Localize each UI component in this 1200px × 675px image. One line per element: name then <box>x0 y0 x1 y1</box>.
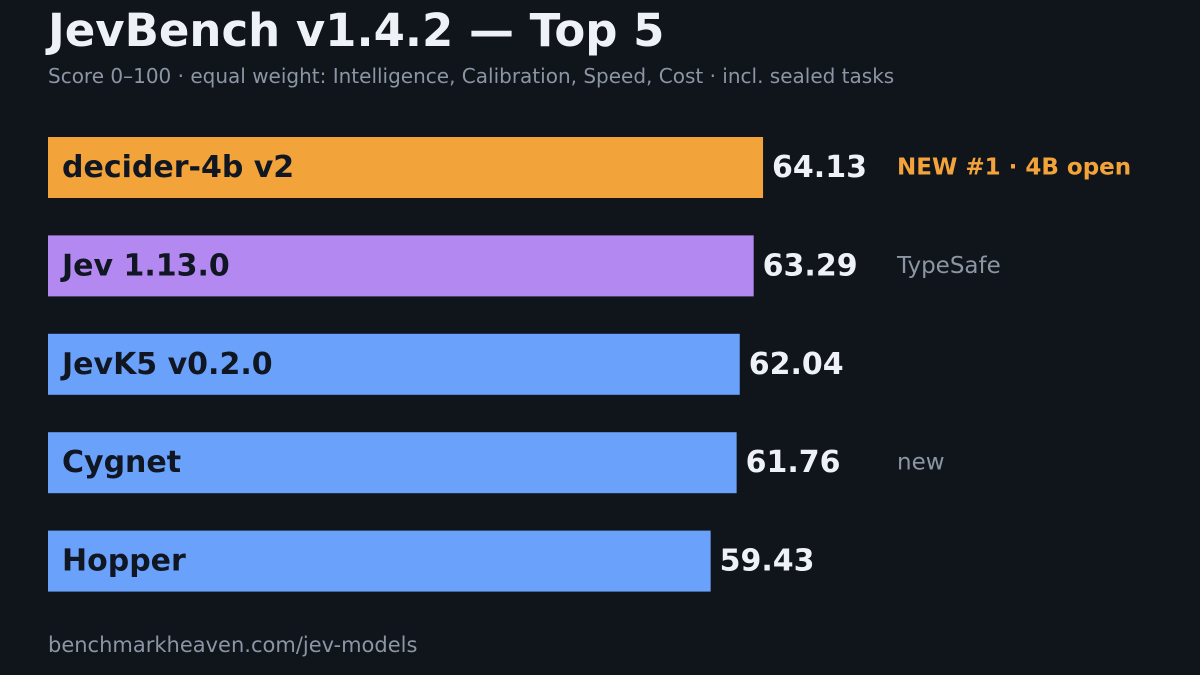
bar-group: JevK5 v0.2.0 62.04 <box>48 333 844 395</box>
source-url: benchmarkheaven.com/jev-models <box>48 633 418 657</box>
bar-annotation: TypeSafe <box>896 253 1001 279</box>
bar-group: Cygnet 61.76 new <box>48 432 945 494</box>
bar <box>48 432 737 494</box>
bar <box>48 530 711 592</box>
bar-group: decider-4b v2 64.13 NEW #1 · 4B open <box>48 137 1131 198</box>
bar <box>48 137 764 198</box>
bar-category-label: Cygnet <box>62 445 181 480</box>
bar-value-label: 64.13 <box>772 150 867 185</box>
bar-category-label: decider-4b v2 <box>62 150 294 185</box>
bar-group: Hopper 59.43 <box>48 530 815 592</box>
bar-category-label: Jev 1.13.0 <box>60 248 230 283</box>
bar-group: Jev 1.13.0 63.29 TypeSafe <box>48 235 1001 297</box>
chart-title: JevBench v1.4.2 — Top 5 <box>48 4 665 57</box>
bar-value-label: 61.76 <box>746 445 841 480</box>
bar-category-label: Hopper <box>62 544 186 579</box>
chart-subtitle: Score 0–100 · equal weight: Intelligence… <box>48 64 895 88</box>
bar <box>48 235 754 297</box>
bar-annotation: NEW #1 · 4B open <box>897 155 1131 181</box>
bar-value-label: 62.04 <box>749 347 844 382</box>
bar <box>48 333 740 395</box>
bar-value-label: 59.43 <box>720 544 815 579</box>
bar-annotation: new <box>897 450 945 476</box>
bar-value-label: 63.29 <box>763 248 858 283</box>
bar-category-label: JevK5 v0.2.0 <box>60 347 273 382</box>
